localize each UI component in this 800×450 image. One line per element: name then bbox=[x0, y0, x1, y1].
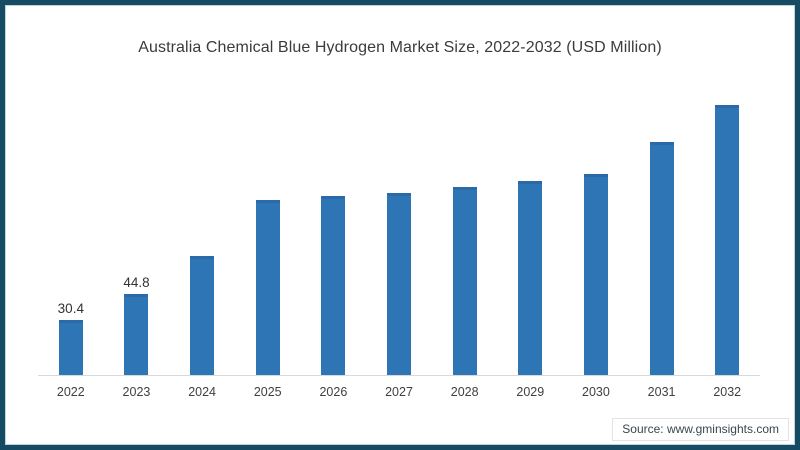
x-tick-2031: 2031 bbox=[647, 385, 676, 399]
bar-group-2029 bbox=[497, 95, 563, 375]
source-text: Source: www.gminsights.com bbox=[622, 422, 779, 436]
x-tick-2029: 2029 bbox=[516, 385, 545, 399]
bar-group-2028 bbox=[432, 95, 498, 375]
x-tick-2032: 2032 bbox=[713, 385, 742, 399]
bar-chart: 30.4 44.8 2022 2023 2024 2025 2026 2027 2028 202… bbox=[38, 95, 760, 399]
bar-value-label-2022: 30.4 bbox=[57, 301, 84, 316]
x-tick-2030: 2030 bbox=[582, 385, 610, 399]
bar-2023 bbox=[124, 294, 149, 375]
bar-2022 bbox=[58, 320, 83, 375]
bar-group-2030 bbox=[563, 95, 629, 375]
bar-2024 bbox=[190, 256, 215, 375]
bar-2025 bbox=[255, 200, 280, 375]
bar-2031 bbox=[649, 142, 674, 375]
bar-2030 bbox=[583, 174, 608, 375]
x-tick-2022: 2022 bbox=[56, 385, 85, 399]
bar-2027 bbox=[387, 193, 412, 375]
bar-2028 bbox=[452, 187, 477, 375]
source-attribution: Source: www.gminsights.com bbox=[612, 418, 789, 441]
bar-group-2031 bbox=[629, 95, 695, 375]
x-tick-2026: 2026 bbox=[319, 385, 348, 399]
x-tick-2027: 2027 bbox=[385, 385, 413, 399]
bar-value-label-2023: 44.8 bbox=[123, 275, 150, 290]
bar-group-2032 bbox=[694, 95, 760, 375]
bar-group-2023: 44.8 bbox=[104, 95, 170, 375]
bar-2029 bbox=[518, 181, 543, 375]
bar-group-2026 bbox=[301, 95, 367, 375]
bar-group-2022: 30.4 bbox=[38, 95, 104, 375]
bar-group-2024 bbox=[169, 95, 235, 375]
plot-area: 30.4 44.8 bbox=[38, 95, 760, 376]
x-tick-2023: 2023 bbox=[122, 385, 151, 399]
x-axis-labels: 2022 2023 2024 2025 2026 2027 2028 2029 2030 2031… bbox=[38, 376, 760, 399]
bar-2032 bbox=[715, 105, 740, 375]
bar-2026 bbox=[321, 196, 346, 375]
x-tick-2028: 2028 bbox=[450, 385, 479, 399]
bar-group-2025 bbox=[235, 95, 301, 375]
chart-title: Australia Chemical Blue Hydrogen Market … bbox=[138, 39, 662, 56]
x-tick-2024: 2024 bbox=[188, 385, 216, 399]
x-tick-2025: 2025 bbox=[253, 385, 282, 399]
bar-group-2027 bbox=[366, 95, 432, 375]
